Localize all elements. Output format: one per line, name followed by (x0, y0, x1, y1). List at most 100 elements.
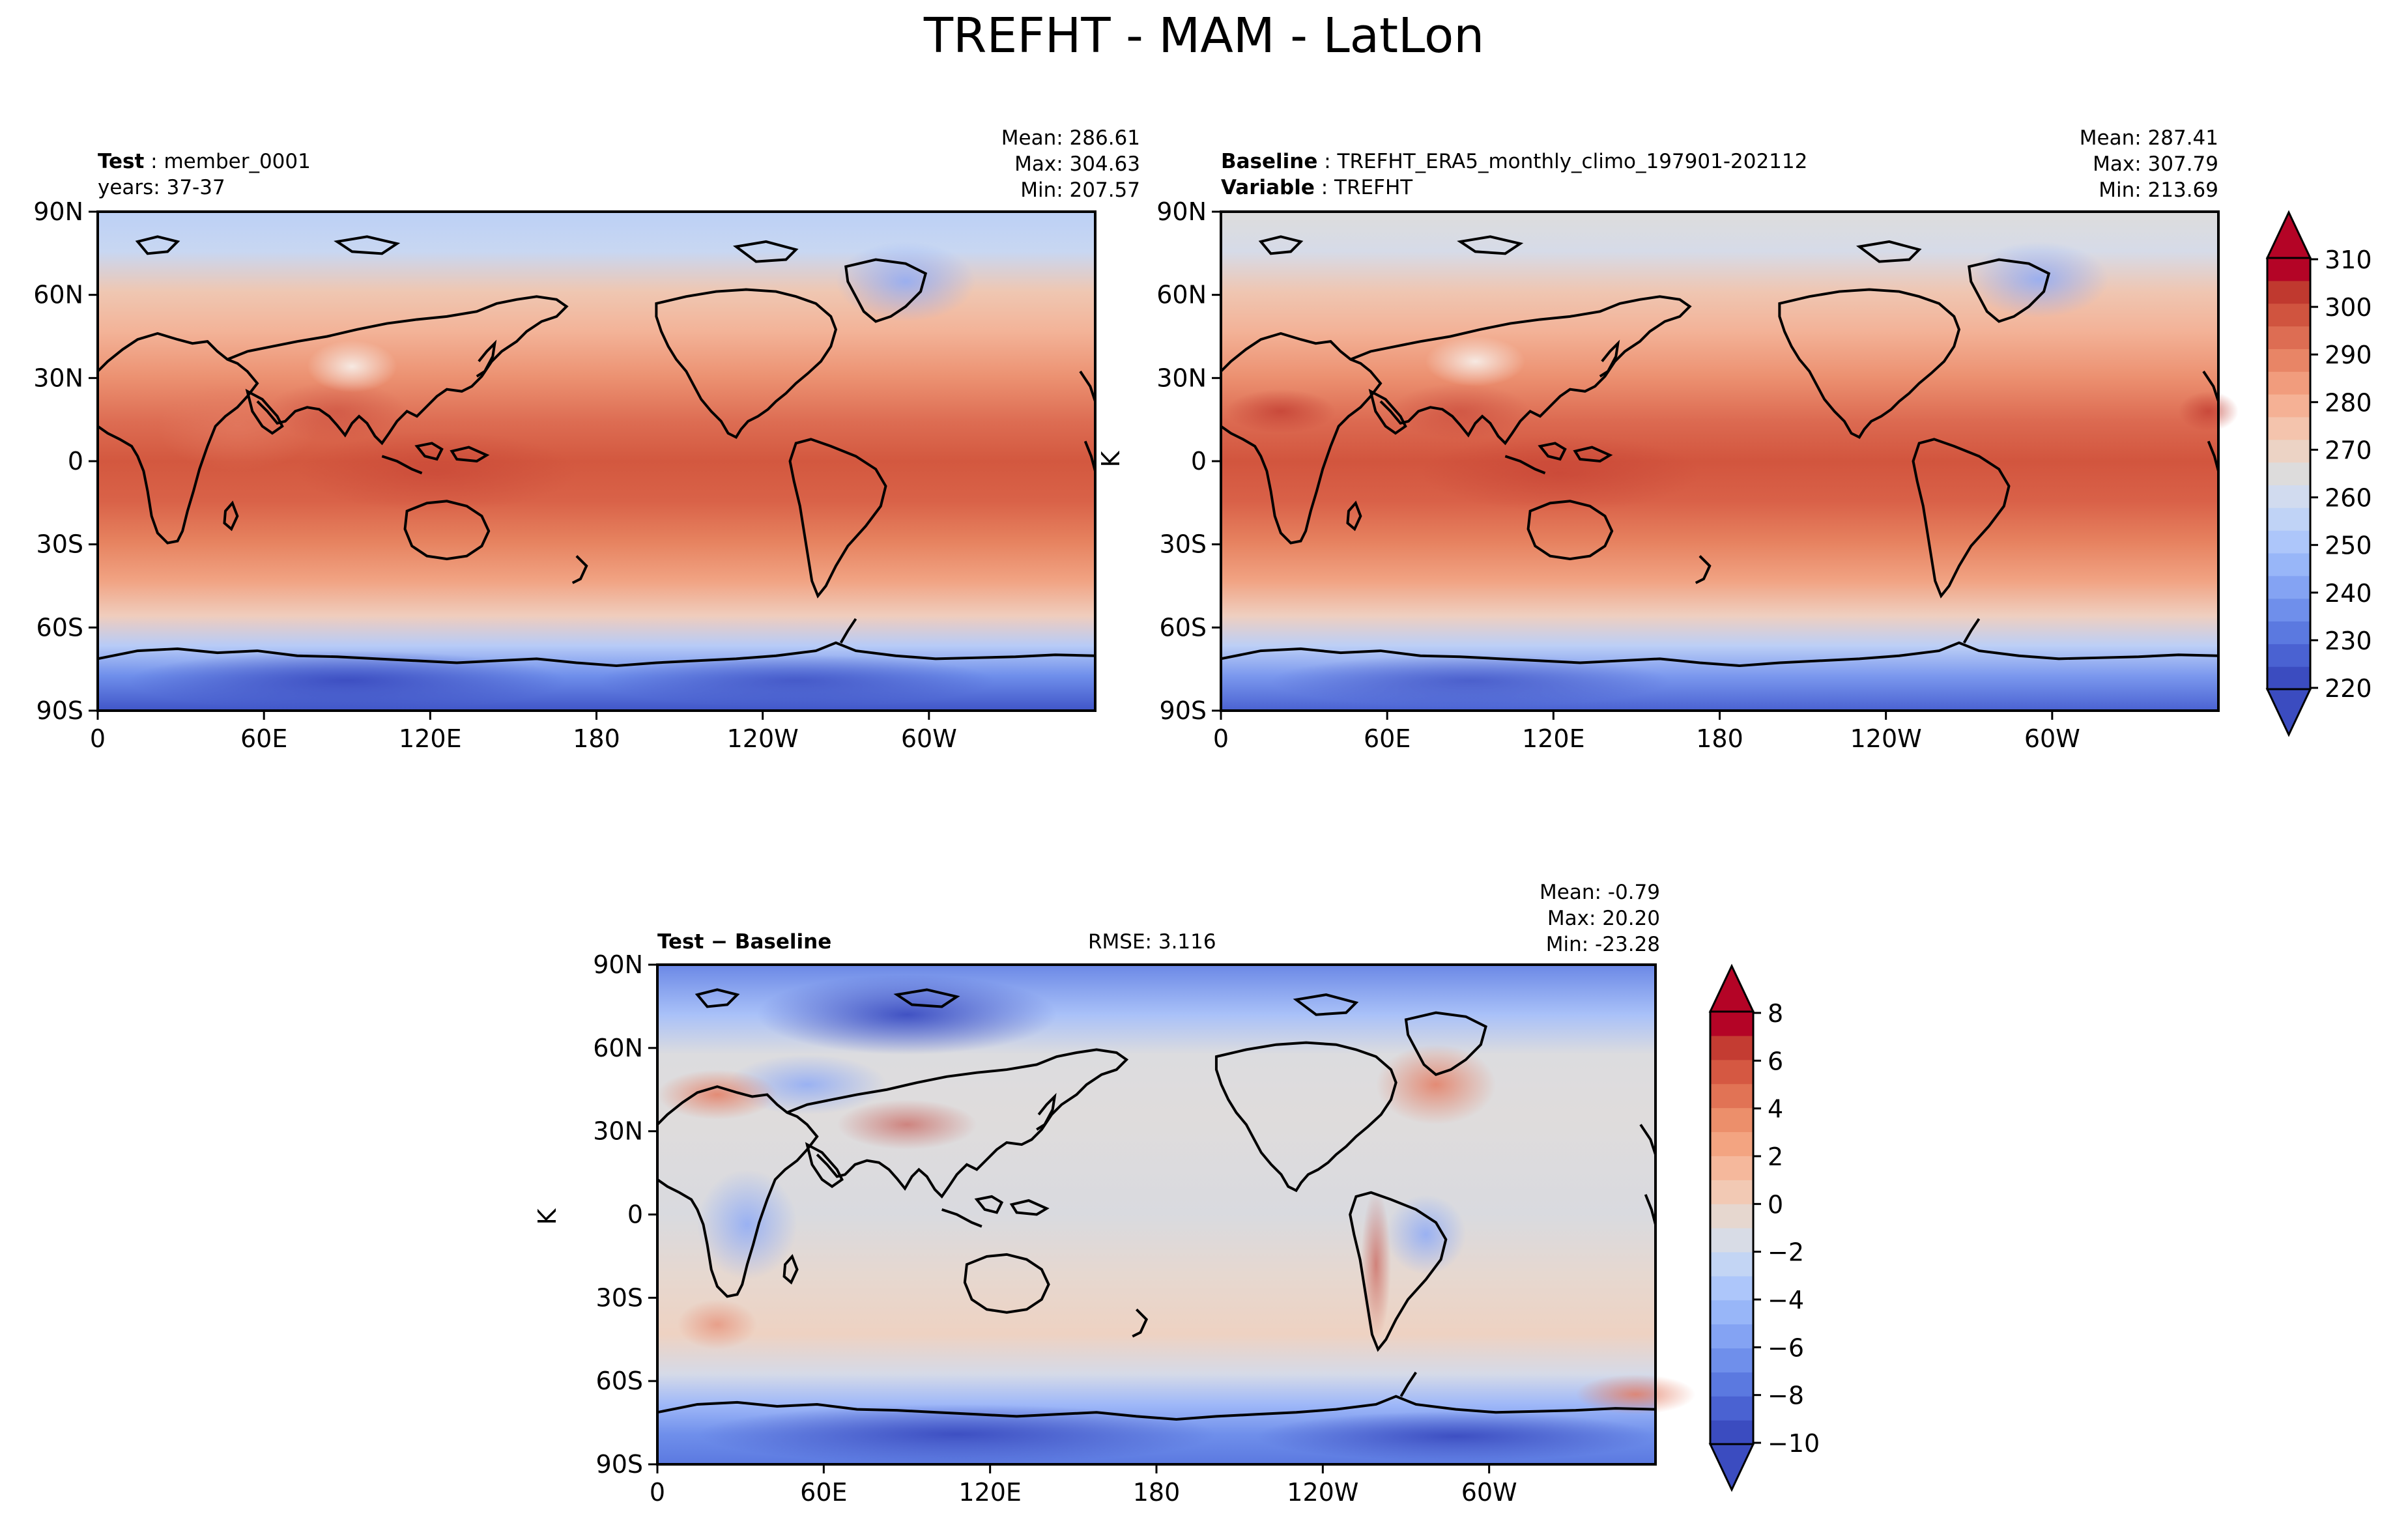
diff-colorbar-level (1710, 1180, 1753, 1204)
baseline-variable: Variable : TREFHT (1221, 176, 1413, 199)
diff-ytick-label: 30S (596, 1283, 643, 1312)
abs-colorbar-level (2267, 530, 2310, 554)
baseline-stat-mean: Mean: 287.41 (2079, 126, 2218, 150)
abs-colorbar-tick-label: 310 (2325, 246, 2372, 274)
abs-colorbar-extend-max (2265, 210, 2312, 259)
test-xtick-label: 60E (240, 724, 287, 753)
abs-colorbar-level (2267, 258, 2310, 281)
baseline-xtick-label: 60E (1364, 724, 1411, 753)
test-years: years: 37-37 (98, 176, 225, 199)
diff-ytick-label: 60N (593, 1034, 643, 1062)
baseline-ytick-label: 0 (1191, 447, 1207, 476)
diff-colorbar-level (1710, 1348, 1753, 1372)
abs-colorbar-level (2267, 326, 2310, 349)
abs-colorbar-level (2267, 507, 2310, 531)
abs-colorbar-level (2267, 485, 2310, 508)
test-xtick-label: 0 (90, 724, 106, 753)
diff-colorbar-tick-label: −8 (1768, 1382, 1804, 1410)
baseline-stat-max: Max: 307.79 (2093, 152, 2218, 176)
diff-ytick-label: 90S (596, 1450, 643, 1479)
diff-colorbar-level (1710, 1083, 1753, 1109)
test-ytick-label: 30S (36, 530, 83, 559)
abs-colorbar-extend-min (2265, 688, 2312, 737)
abs-colorbar-tick-label: 240 (2325, 579, 2372, 608)
diff-map (656, 963, 1696, 1466)
diff-field (657, 965, 1656, 1464)
diff-colorbar-extend-min (1708, 1443, 1755, 1492)
baseline-ytick-label: 90S (1160, 696, 1207, 725)
test-ytick-label: 30N (33, 363, 83, 392)
abs-colorbar-tick-label: 270 (2325, 436, 2372, 464)
diff-colorbar-tick-label: −2 (1768, 1238, 1804, 1267)
baseline-xtick-label: 0 (1213, 724, 1229, 753)
diff-label: Test − Baseline (657, 930, 832, 954)
test-xtick-label: 180 (573, 724, 620, 753)
abs-colorbar-tick-label: 290 (2325, 341, 2372, 369)
test-label: Test : member_0001 (98, 150, 311, 173)
diff-colorbar-level (1710, 1156, 1753, 1180)
test-ytick-label: 60N (33, 281, 83, 309)
test-stat-mean: Mean: 286.61 (1001, 126, 1140, 150)
diff-ytick-label: 90N (593, 950, 643, 979)
diff-colorbar-level (1710, 1107, 1753, 1133)
diff-colorbar-unit: K (533, 1208, 562, 1225)
baseline-ytick-label: 30N (1156, 363, 1207, 392)
diff-colorbar-level (1710, 1372, 1753, 1397)
diff-colorbar-tick-label: −6 (1768, 1333, 1804, 1362)
abs-colorbar-level (2267, 644, 2310, 667)
abs-colorbar-level (2267, 280, 2310, 304)
diff-stat-max: Max: 20.20 (1547, 907, 1660, 930)
test-ytick-label: 60S (36, 613, 83, 642)
diff-colorbar-tick-label: 6 (1768, 1047, 1783, 1075)
test-xtick-label: 120W (727, 724, 799, 753)
test-ytick-label: 90S (36, 696, 83, 725)
abs-colorbar-unit: K (1096, 450, 1125, 467)
diff-ytick-label: 60S (596, 1367, 643, 1395)
abs-colorbar-level (2267, 621, 2310, 644)
abs-colorbar-tick-label: 230 (2325, 627, 2372, 655)
test-stat-max: Max: 304.63 (1014, 152, 1140, 176)
baseline-xtick-label: 120W (1850, 724, 1922, 753)
baseline-label: Baseline : TREFHT_ERA5_monthly_climo_197… (1221, 150, 1808, 173)
baseline-stats: Mean: 287.41 Max: 307.79 Min: 213.69 (2080, 125, 2218, 203)
test-map (96, 210, 1096, 712)
abs-colorbar-level (2267, 416, 2310, 440)
diff-colorbar-level (1710, 1131, 1753, 1156)
abs-colorbar-tick-label: 300 (2325, 293, 2372, 322)
diff-colorbar-level (1710, 1059, 1753, 1085)
diff-colorbar-tick-label: 2 (1768, 1143, 1783, 1171)
diff-colorbar-level (1710, 1324, 1753, 1349)
diff-xtick-label: 60E (800, 1478, 847, 1507)
diff-stat-min: Min: -23.28 (1545, 933, 1660, 956)
abs-colorbar-level (2267, 303, 2310, 327)
diff-colorbar-level (1710, 1228, 1753, 1253)
diff-colorbar-level (1710, 1251, 1753, 1277)
baseline-ytick-label: 60N (1156, 281, 1207, 309)
abs-colorbar-level (2267, 439, 2310, 463)
diff-colorbar-level (1710, 1300, 1753, 1325)
diff-colorbar-tick-label: 0 (1768, 1190, 1783, 1219)
baseline-xtick-label: 120E (1522, 724, 1585, 753)
test-ytick-label: 0 (68, 447, 83, 476)
abs-colorbar-level (2267, 371, 2310, 395)
baseline-ytick-label: 90N (1156, 197, 1207, 226)
abs-colorbar-level (2267, 394, 2310, 418)
diff-colorbar-level (1710, 1275, 1753, 1301)
diff-colorbar-tick-label: −10 (1768, 1429, 1820, 1458)
test-xtick-label: 60W (901, 724, 957, 753)
abs-colorbar-tick-label: 220 (2325, 674, 2372, 703)
diff-stats: Mean: -0.79 Max: 20.20 Min: -23.28 (1540, 879, 1660, 958)
abs-colorbar-tick-label: 260 (2325, 484, 2372, 513)
baseline-stat-min: Min: 213.69 (2099, 178, 2218, 202)
diff-colorbar-frame (1709, 1010, 1755, 1445)
diff-stat-mean: Mean: -0.79 (1540, 881, 1660, 904)
diff-colorbar-tick-label: 4 (1768, 1095, 1783, 1124)
diff-xtick-label: 120W (1287, 1478, 1358, 1507)
abs-colorbar-level (2267, 666, 2310, 690)
diff-ytick-label: 0 (627, 1200, 643, 1229)
diff-colorbar-level (1710, 1420, 1753, 1445)
diff-colorbar-extend-max (1708, 963, 1755, 1013)
diff-colorbar-level (1710, 1204, 1753, 1229)
test-stats: Mean: 286.61 Max: 304.63 Min: 207.57 (1001, 125, 1140, 203)
